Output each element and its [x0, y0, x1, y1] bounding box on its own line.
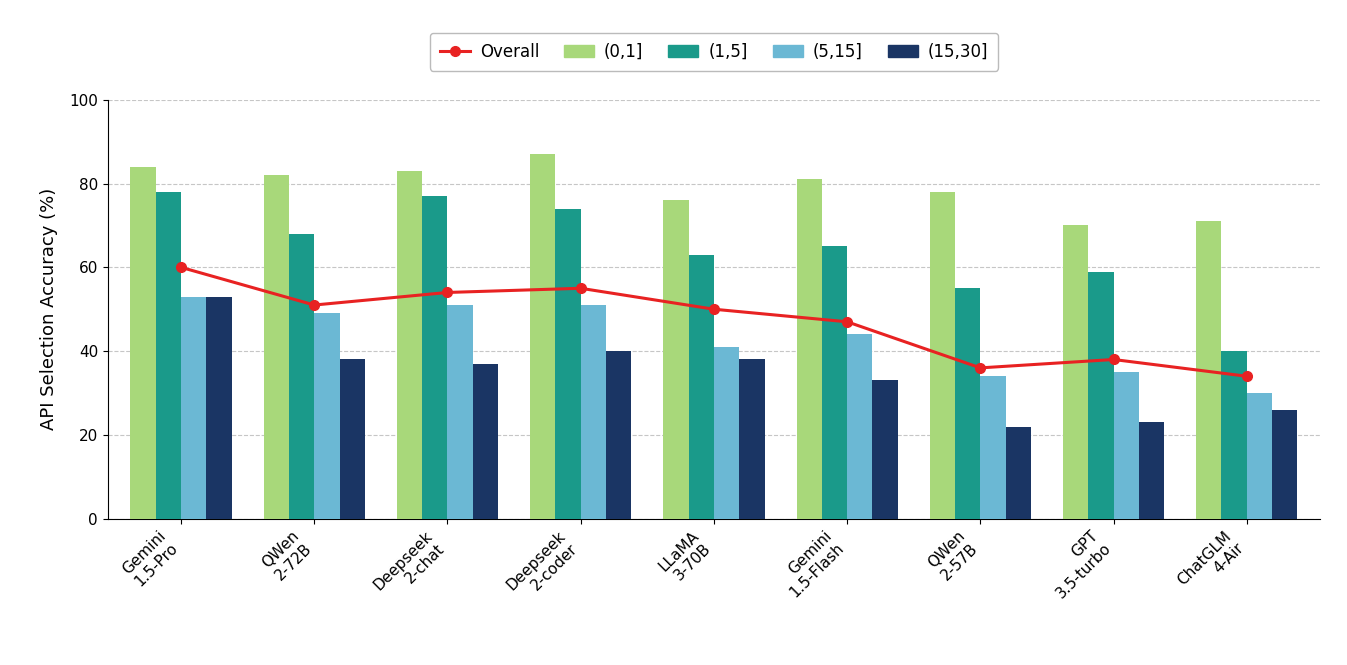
Bar	[955, 288, 981, 519]
Overall	[839, 318, 855, 326]
Bar	[314, 313, 339, 519]
Bar	[929, 192, 955, 519]
Bar	[422, 196, 447, 519]
Legend: Overall, (0,1], (1,5], (5,15], (15,30]: Overall, (0,1], (1,5], (5,15], (15,30]	[430, 33, 998, 70]
Overall	[1106, 356, 1122, 364]
Bar	[847, 334, 873, 519]
Bar	[1063, 225, 1088, 519]
Bar	[264, 175, 290, 519]
Overall	[973, 364, 989, 372]
Bar	[740, 360, 765, 519]
Bar	[206, 297, 232, 519]
Bar	[339, 360, 365, 519]
Bar	[555, 209, 581, 519]
Line: Overall: Overall	[176, 263, 1251, 381]
Bar	[581, 305, 606, 519]
Bar	[1222, 351, 1247, 519]
Bar	[1114, 372, 1138, 519]
Overall	[306, 301, 322, 309]
Overall	[439, 289, 455, 297]
Overall	[1239, 372, 1255, 380]
Overall	[706, 305, 722, 313]
Overall	[572, 284, 589, 292]
Bar	[531, 154, 555, 519]
Bar	[447, 305, 473, 519]
Bar	[1138, 422, 1164, 519]
Bar	[688, 255, 714, 519]
Bar	[131, 167, 156, 519]
Bar	[981, 376, 1006, 519]
Bar	[180, 297, 206, 519]
Bar	[1272, 410, 1297, 519]
Y-axis label: API Selection Accuracy (%): API Selection Accuracy (%)	[40, 188, 58, 430]
Bar	[290, 234, 314, 519]
Bar	[1088, 271, 1114, 519]
Bar	[873, 380, 897, 519]
Bar	[606, 351, 632, 519]
Bar	[473, 364, 498, 519]
Bar	[156, 192, 180, 519]
Bar	[714, 347, 740, 519]
Bar	[663, 200, 688, 519]
Bar	[796, 180, 822, 519]
Bar	[1196, 221, 1222, 519]
Bar	[1006, 426, 1030, 519]
Bar	[822, 246, 847, 519]
Bar	[397, 171, 422, 519]
Bar	[1247, 393, 1272, 519]
Overall	[172, 263, 189, 271]
